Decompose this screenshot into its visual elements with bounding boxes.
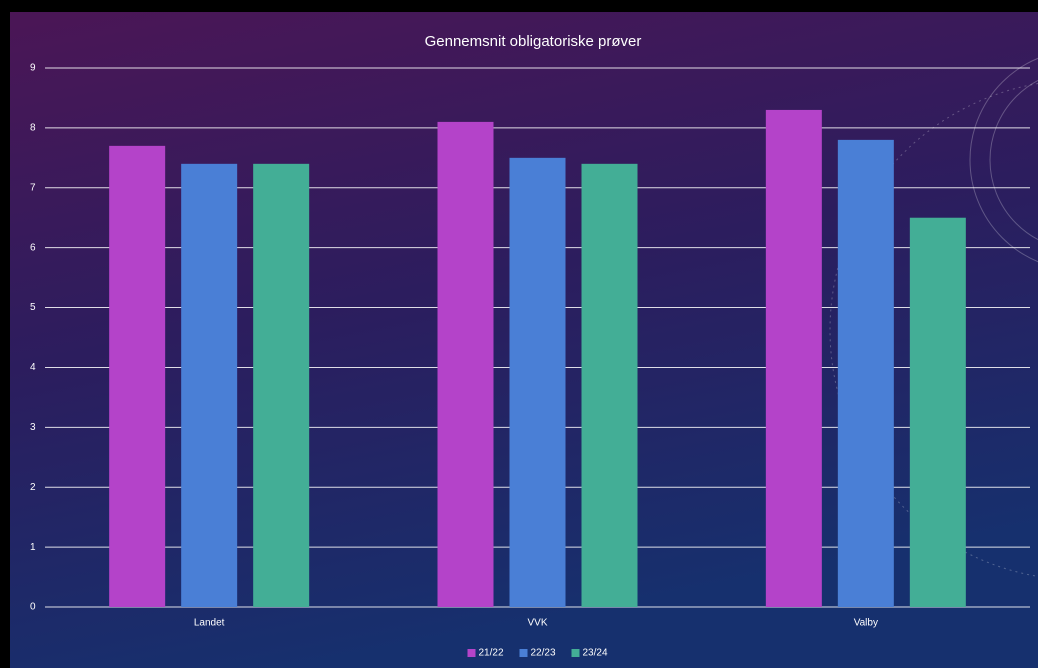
bar: [109, 145, 166, 607]
chart-title: Gennemsnit obligatoriske prøver: [425, 33, 642, 50]
x-tick-label: Valby: [854, 618, 878, 629]
y-tick-label: 9: [30, 63, 36, 74]
y-tick-label: 6: [30, 242, 36, 253]
y-tick-label: 5: [30, 302, 36, 313]
bar: [765, 109, 822, 607]
bar: [437, 121, 494, 608]
y-tick-label: 0: [30, 602, 36, 613]
legend-label: 23/24: [583, 648, 608, 659]
legend-label: 22/23: [531, 648, 556, 659]
y-tick-label: 4: [30, 362, 36, 373]
bar: [253, 163, 310, 608]
bar: [909, 217, 966, 607]
x-tick-label: VVK: [527, 618, 547, 629]
legend-swatch: [519, 649, 528, 657]
bar: [509, 157, 566, 608]
legend-label: 21/22: [479, 648, 504, 659]
y-tick-label: 1: [30, 542, 36, 553]
y-tick-label: 2: [30, 482, 36, 493]
legend-swatch: [467, 649, 476, 657]
y-tick-label: 3: [30, 422, 36, 433]
bar: [837, 139, 894, 607]
bar: [581, 163, 638, 608]
legend-swatch: [571, 649, 580, 657]
bar: [181, 163, 238, 608]
y-tick-label: 7: [30, 182, 36, 193]
decoration: [829, 57, 1038, 577]
x-tick-label: Landet: [194, 618, 225, 629]
y-tick-label: 8: [30, 123, 36, 134]
